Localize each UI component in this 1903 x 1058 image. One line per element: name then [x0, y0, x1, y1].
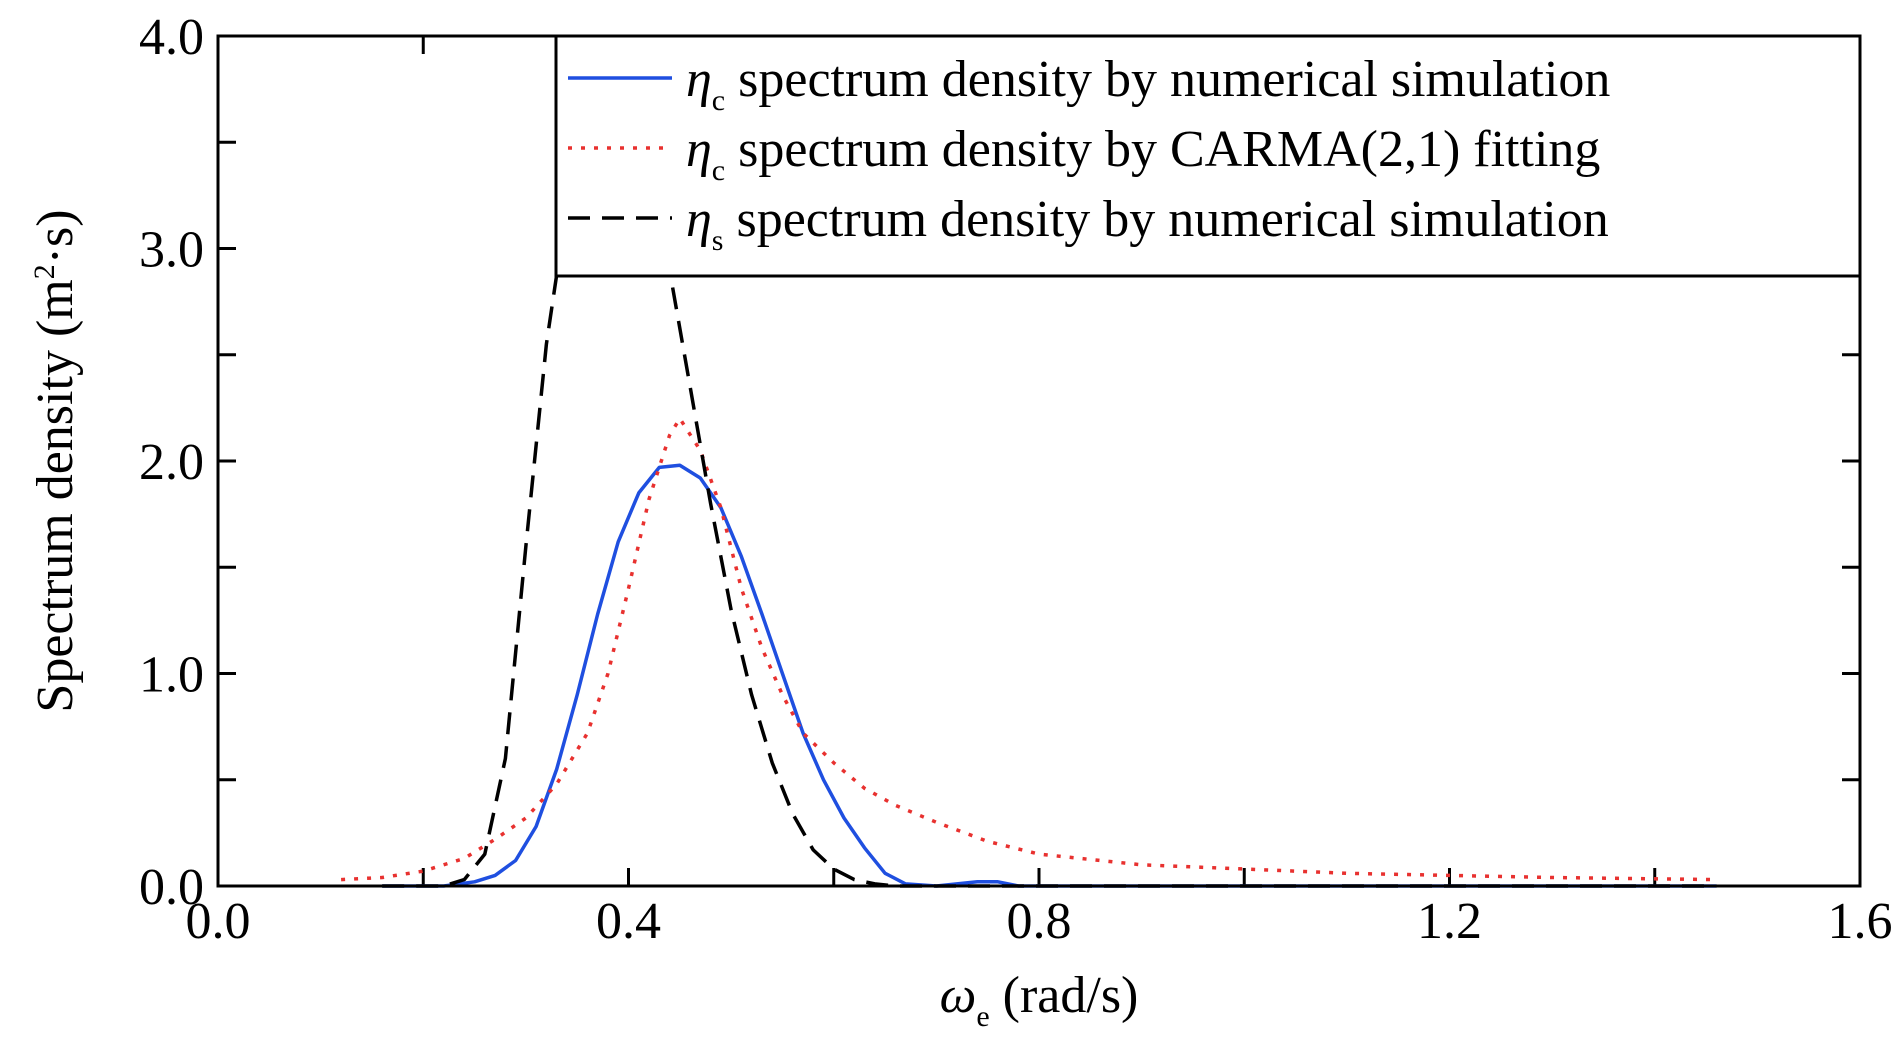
series-line-1 [382, 463, 1717, 888]
legend-label: spectrum density by numerical simulation [725, 51, 1610, 108]
y-tick-label: 0.0 [139, 859, 204, 916]
legend-symbol: η [686, 121, 712, 178]
legend-label: spectrum density by CARMA(2,1) fitting [725, 121, 1600, 178]
legend-symbol: η [686, 191, 712, 248]
y-axis-label-prefix: Spectrum density (m [27, 279, 84, 712]
x-axis-symbol: ω [940, 967, 977, 1024]
legend-subscript: c [712, 84, 725, 117]
legend-label: spectrum density by numerical simulation [723, 191, 1608, 248]
legend-entry-2: ηc spectrum density by CARMA(2,1) fittin… [686, 121, 1600, 187]
legend-subscript: s [712, 224, 724, 257]
legend-box [554, 34, 1862, 278]
series-line-2 [341, 416, 1717, 882]
legend-symbol: η [686, 51, 712, 108]
legend-entry-1: ηc spectrum density by numerical simulat… [686, 51, 1610, 117]
legend: ηc spectrum density by numerical simulat… [554, 34, 1862, 278]
y-tick-label: 2.0 [139, 434, 204, 491]
x-axis-subscript: e [976, 1000, 989, 1033]
y-axis-label-suffix: ·s) [27, 209, 84, 264]
x-tick-label: 0.0 [186, 893, 251, 950]
y-axis-superscript: 2 [28, 264, 61, 279]
y-tick-label: 3.0 [139, 222, 204, 279]
y-tick-label: 1.0 [139, 647, 204, 704]
legend-entry-3: ηs spectrum density by numerical simulat… [686, 191, 1609, 257]
x-tick-label: 1.2 [1417, 893, 1482, 950]
x-tick-label: 0.8 [1007, 893, 1072, 950]
x-tick-label: 1.6 [1828, 893, 1893, 950]
x-axis-unit: (rad/s) [990, 967, 1139, 1024]
y-tick-label: 4.0 [139, 9, 204, 66]
y-axis-title: Spectrum density (m2·s) [27, 209, 84, 712]
ticks-layer: 0.0 0.4 0.8 1.2 1.6 0.0 1.0 2.0 3.0 4.0 [139, 9, 1893, 950]
x-tick-label: 0.4 [596, 893, 661, 950]
legend-subscript: c [712, 154, 725, 187]
x-axis-title: ωe (rad/s) [940, 967, 1139, 1033]
